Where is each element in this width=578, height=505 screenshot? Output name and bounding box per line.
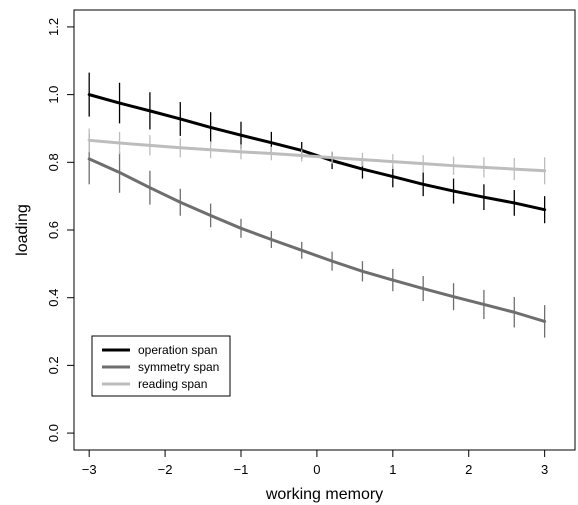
series-line (87, 138, 547, 173)
y-tick-label: 0.2 (46, 356, 61, 374)
x-axis: −3 −2 −1 0 1 2 3 (82, 450, 548, 477)
x-tick-label: −2 (158, 462, 173, 477)
x-tick-label: 3 (541, 462, 548, 477)
legend-label: reading span (138, 377, 207, 391)
plot-frame (73, 9, 576, 451)
y-axis-title: loading (14, 204, 31, 256)
x-tick-label: −3 (82, 462, 97, 477)
series-2 (87, 128, 547, 185)
legend-label: operation span (138, 343, 217, 357)
y-tick-label: 1.2 (46, 18, 61, 36)
y-tick-label: 0.4 (46, 289, 61, 307)
plot-series (87, 72, 547, 338)
y-tick-label: 0.8 (46, 153, 61, 171)
y-tick-label: 1.0 (46, 86, 61, 104)
x-tick-label: −1 (234, 462, 249, 477)
x-tick-label: 0 (313, 462, 320, 477)
y-tick-label: 0.0 (46, 424, 61, 442)
x-tick-label: 1 (389, 462, 396, 477)
series-line (87, 157, 547, 323)
x-axis-title: working memory (265, 486, 383, 503)
series-1 (87, 133, 547, 338)
legend-label: symmetry span (138, 360, 219, 374)
y-tick-label: 0.6 (46, 221, 61, 239)
y-axis: 0.0 0.2 0.4 0.6 0.8 1.0 1.2 (46, 18, 74, 442)
legend: operation span symmetry span reading span (91, 335, 231, 397)
x-tick-label: 2 (465, 462, 472, 477)
series-0 (87, 72, 547, 224)
